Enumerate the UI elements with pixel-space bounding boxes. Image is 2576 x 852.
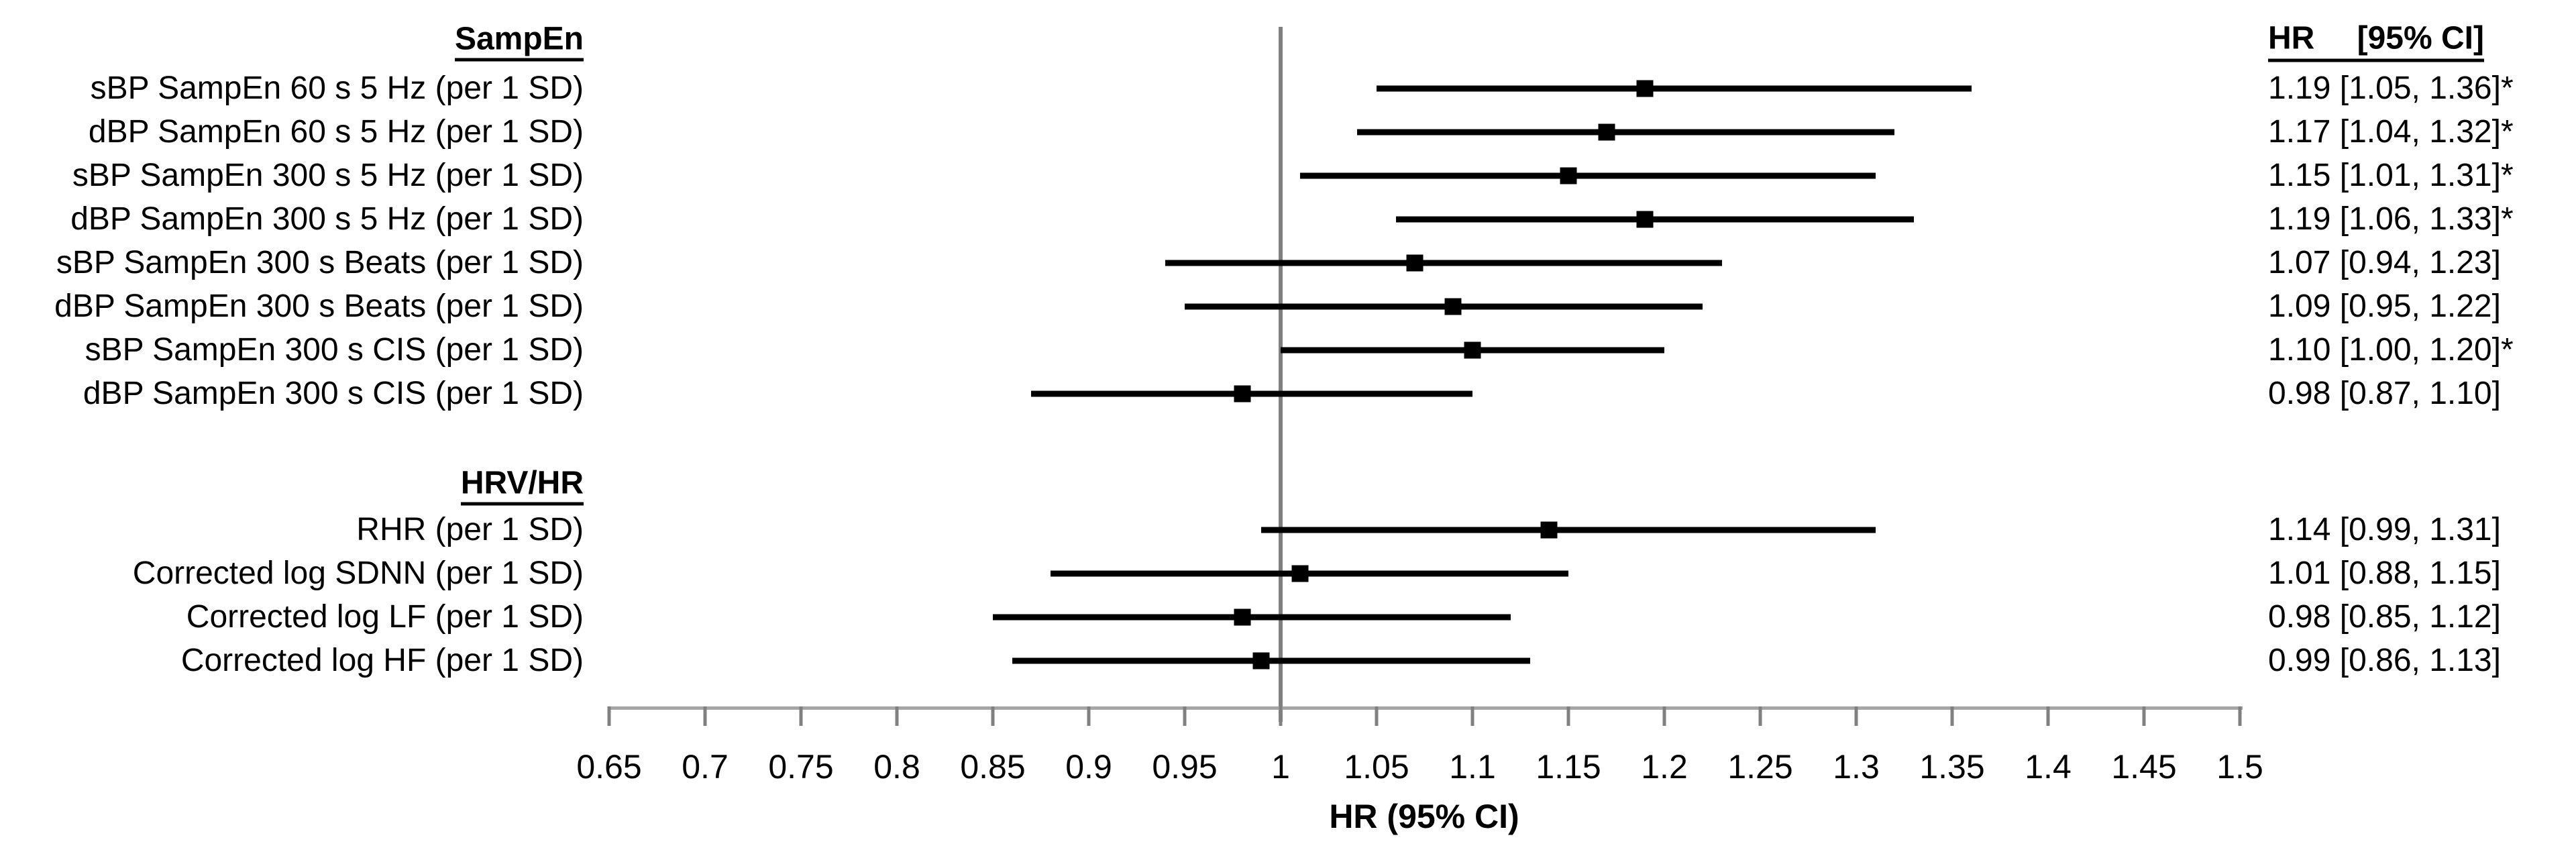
hr-ci-value: 1.07 [0.94, 1.23] — [2268, 245, 2501, 280]
x-axis-tick-label: 0.7 — [682, 748, 729, 786]
row-label: dBP SampEn 60 s 5 Hz (per 1 SD) — [88, 114, 584, 150]
hr-ci-value: 1.19 [1.06, 1.33]* — [2268, 201, 2514, 237]
x-axis-tick — [991, 706, 995, 726]
ci-line — [1031, 390, 1472, 397]
x-axis-tick-label: 1.4 — [2025, 748, 2072, 786]
row-label: Corrected log SDNN (per 1 SD) — [132, 555, 584, 591]
hr-ci-value: 1.14 [0.99, 1.31] — [2268, 512, 2501, 547]
ci-line — [1050, 570, 1568, 577]
hr-ci-value: 0.99 [0.86, 1.13] — [2268, 643, 2501, 678]
row-label: sBP SampEn 60 s 5 Hz (per 1 SD) — [90, 70, 584, 106]
x-axis-line — [608, 706, 2243, 710]
hr-ci-value: 1.09 [0.95, 1.22] — [2268, 288, 2501, 324]
hr-ci-value: 1.15 [1.01, 1.31]* — [2268, 158, 2514, 193]
x-axis-tick-label: 1.05 — [1344, 748, 1409, 786]
x-axis-tick — [2046, 706, 2050, 726]
x-axis-tick — [1183, 706, 1187, 726]
ci-line — [1395, 216, 1914, 223]
row-label: dBP SampEn 300 s Beats (per 1 SD) — [54, 288, 584, 324]
x-axis-tick — [1279, 706, 1283, 726]
x-axis-tick-label: 0.75 — [768, 748, 834, 786]
hr-ci-value: 0.98 [0.87, 1.10] — [2268, 376, 2501, 411]
value-header-ci: [95% CI] — [2357, 20, 2484, 56]
hr-point-marker — [1636, 80, 1654, 97]
x-axis-tick — [2142, 706, 2146, 726]
ci-line — [993, 614, 1511, 621]
x-axis-tick-label: 1.45 — [2111, 748, 2177, 786]
hr-point-marker — [1234, 608, 1251, 626]
x-axis-tick-label: 1.3 — [1833, 748, 1880, 786]
hr-ci-value: 0.98 [0.85, 1.12] — [2268, 599, 2501, 635]
x-axis-tick — [607, 706, 611, 726]
x-axis-tick — [1662, 706, 1666, 726]
hr-ci-value: 1.01 [0.88, 1.15] — [2268, 555, 2501, 591]
reference-line-hr-1 — [1279, 27, 1283, 722]
x-axis-tick-label: 1.35 — [1919, 748, 1985, 786]
row-label: Corrected log LF (per 1 SD) — [186, 599, 584, 635]
hr-point-marker — [1464, 341, 1481, 359]
ci-line — [1165, 260, 1722, 266]
hr-point-marker — [1291, 565, 1309, 582]
ci-line — [1299, 172, 1876, 179]
hr-point-marker — [1636, 211, 1654, 228]
hr-point-marker — [1234, 385, 1251, 403]
hr-point-marker — [1444, 298, 1462, 315]
x-axis-tick — [1375, 706, 1379, 726]
x-axis-tick — [1566, 706, 1570, 726]
x-axis-tick — [1470, 706, 1474, 726]
hr-point-marker — [1406, 254, 1424, 272]
ci-line — [1012, 657, 1530, 664]
x-axis-tick-label: 0.95 — [1152, 748, 1218, 786]
x-axis-tick — [2238, 706, 2242, 726]
group-header-text: SampEn — [454, 23, 584, 62]
row-label: sBP SampEn 300 s Beats (per 1 SD) — [56, 245, 584, 280]
row-label: dBP SampEn 300 s CIS (per 1 SD) — [83, 376, 584, 411]
ci-line — [1261, 527, 1876, 533]
x-axis-tick — [1758, 706, 1762, 726]
x-axis-title: HR (95% CI) — [1329, 798, 1519, 835]
row-label: sBP SampEn 300 s CIS (per 1 SD) — [85, 332, 584, 368]
group-header: SampEn — [0, 23, 584, 62]
hr-point-marker — [1598, 123, 1615, 141]
ci-line — [1357, 129, 1895, 136]
x-axis-tick — [1087, 706, 1091, 726]
x-axis-tick-label: 0.65 — [576, 748, 642, 786]
row-label: RHR (per 1 SD) — [356, 512, 584, 547]
x-axis-tick — [895, 706, 899, 726]
row-label: dBP SampEn 300 s 5 Hz (per 1 SD) — [70, 201, 584, 237]
row-label: sBP SampEn 300 s 5 Hz (per 1 SD) — [72, 158, 584, 193]
hr-ci-value: 1.19 [1.05, 1.36]* — [2268, 70, 2514, 106]
x-axis-tick-label: 1.15 — [1536, 748, 1601, 786]
x-axis-tick-label: 0.85 — [960, 748, 1026, 786]
ci-line — [1185, 303, 1703, 310]
hr-ci-value: 1.10 [1.00, 1.20]* — [2268, 332, 2514, 368]
group-header-text: HRV/HR — [460, 467, 584, 506]
hr-ci-value: 1.17 [1.04, 1.32]* — [2268, 114, 2514, 150]
x-axis-tick-label: 1.5 — [2216, 748, 2263, 786]
x-axis-tick-label: 0.8 — [873, 748, 920, 786]
value-header-hr: HR — [2268, 20, 2315, 56]
value-column-header: HR [95% CI] — [2268, 20, 2484, 62]
x-axis-tick-label: 1 — [1271, 748, 1290, 786]
x-axis-tick — [703, 706, 707, 726]
x-axis-tick — [1854, 706, 1858, 726]
ci-line — [1377, 85, 1972, 92]
x-axis-tick — [1950, 706, 1954, 726]
group-header: HRV/HR — [0, 467, 584, 506]
x-axis-tick — [799, 706, 803, 726]
x-axis-tick-label: 0.9 — [1065, 748, 1112, 786]
hr-point-marker — [1540, 521, 1558, 539]
hr-point-marker — [1560, 167, 1577, 184]
x-axis-tick-label: 1.2 — [1641, 748, 1688, 786]
x-axis-tick-label: 1.25 — [1727, 748, 1793, 786]
row-label: Corrected log HF (per 1 SD) — [180, 643, 584, 678]
hr-point-marker — [1252, 652, 1270, 670]
x-axis-tick-label: 1.1 — [1449, 748, 1496, 786]
